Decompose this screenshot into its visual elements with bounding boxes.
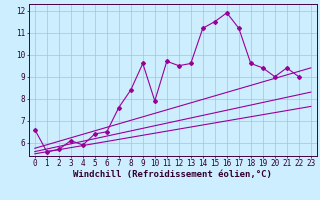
X-axis label: Windchill (Refroidissement éolien,°C): Windchill (Refroidissement éolien,°C) [73, 170, 272, 179]
